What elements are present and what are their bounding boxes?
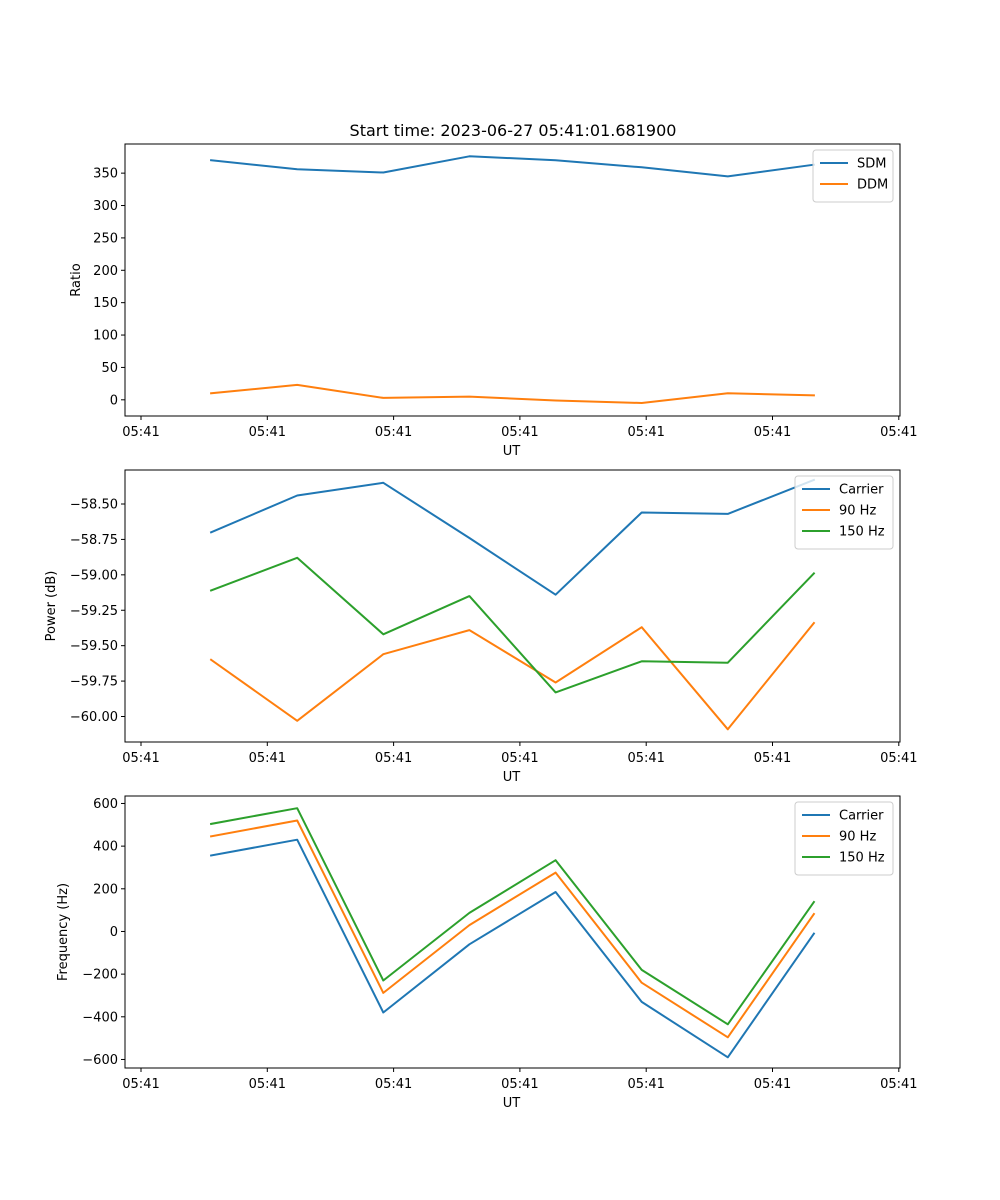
y-tick-label: 0 (110, 925, 118, 940)
y-axis-label: Ratio (69, 263, 84, 296)
x-tick-label: 05:41 (627, 1077, 664, 1092)
x-tick-label: 05:41 (249, 751, 286, 766)
plot-panel-2: 05:4105:4105:4105:4105:4105:4105:4105:42… (44, 469, 918, 785)
series-line-150-hz (209, 556, 816, 694)
legend: Carrier 90 Hz 150 Hz (794, 801, 894, 876)
axes-frame (124, 795, 901, 1069)
x-tick-label: 05:41 (122, 751, 159, 766)
legend-label: 150 Hz (839, 525, 885, 540)
x-axis-label: UT (503, 770, 521, 785)
y-tick-label: −60.00 (70, 710, 118, 725)
x-tick-label: 05:41 (880, 1077, 917, 1092)
series-line-carrier (209, 478, 816, 596)
x-axis-label: UT (503, 1096, 521, 1111)
axes-frame (124, 143, 901, 417)
x-tick-label: 05:41 (501, 425, 538, 440)
x-tick-label: 05:41 (627, 425, 664, 440)
x-tick-label: 05:41 (249, 1077, 286, 1092)
y-tick-label: −59.50 (70, 639, 118, 654)
legend-label: Carrier (839, 809, 884, 824)
plot-panel-3: 05:4105:4105:4105:4105:4105:4105:4105:42… (56, 795, 918, 1111)
x-tick-label: 05:41 (375, 751, 412, 766)
x-tick-label: 05:41 (375, 425, 412, 440)
legend-label: Carrier (839, 483, 884, 498)
y-tick-label: −400 (82, 1010, 118, 1025)
plot-panel-1: 05:4105:4105:4105:4105:4105:4105:4105:42… (69, 143, 918, 459)
y-tick-label: 100 (93, 329, 118, 344)
y-tick-label: 300 (93, 199, 118, 214)
series-line-sdm (210, 155, 816, 178)
x-tick-label: 05:41 (122, 425, 159, 440)
y-axis-label: Frequency (Hz) (56, 883, 71, 981)
y-tick-label: 200 (93, 264, 118, 279)
y-tick-label: 350 (93, 167, 118, 182)
y-tick-label: −58.75 (70, 533, 118, 548)
chart-title: Start time: 2023-06-27 05:41:01.681900 (350, 121, 677, 140)
y-tick-label: 0 (110, 393, 118, 408)
y-tick-label: 200 (93, 882, 118, 897)
y-tick-label: −200 (82, 968, 118, 983)
x-tick-label: 05:41 (501, 751, 538, 766)
plot-panels: 05:4105:4105:4105:4105:4105:4105:4105:42… (44, 143, 918, 1111)
x-tick-label: 05:41 (501, 1077, 538, 1092)
y-tick-label: −600 (82, 1053, 118, 1068)
series-line-90-hz (209, 819, 816, 1039)
y-tick-label: 600 (93, 797, 118, 812)
y-tick-label: −59.25 (70, 604, 118, 619)
axes-frame (124, 469, 901, 743)
series-line-150-hz (209, 807, 816, 1026)
x-tick-label: 05:41 (122, 1077, 159, 1092)
legend-label: 90 Hz (839, 504, 876, 519)
legend-label: DDM (857, 178, 888, 193)
legend: Carrier 90 Hz 150 Hz (794, 475, 894, 550)
x-tick-label: 05:41 (754, 1077, 791, 1092)
x-tick-label: 05:41 (880, 751, 917, 766)
y-tick-label: 150 (93, 296, 118, 311)
x-tick-label: 05:41 (249, 425, 286, 440)
x-tick-label: 05:41 (375, 1077, 412, 1092)
y-tick-label: 250 (93, 231, 118, 246)
x-tick-label: 05:41 (754, 751, 791, 766)
x-tick-label: 05:41 (627, 751, 664, 766)
series-line-ddm (210, 383, 815, 404)
legend-label: 150 Hz (839, 851, 885, 866)
x-axis-label: UT (503, 444, 521, 459)
y-tick-label: −58.50 (70, 498, 118, 513)
y-tick-label: −59.00 (70, 568, 118, 583)
x-tick-label: 05:41 (754, 425, 791, 440)
y-tick-label: 50 (101, 361, 118, 376)
legend: SDM DDM (812, 149, 894, 203)
series-line-carrier (209, 838, 816, 1059)
y-tick-label: −59.75 (70, 675, 118, 690)
legend-label: SDM (857, 157, 886, 172)
y-axis-label: Power (dB) (44, 571, 59, 642)
y-tick-label: 400 (93, 840, 118, 855)
legend-label: 90 Hz (839, 830, 876, 845)
series-line-90-hz (209, 621, 816, 731)
x-tick-label: 05:41 (880, 425, 917, 440)
